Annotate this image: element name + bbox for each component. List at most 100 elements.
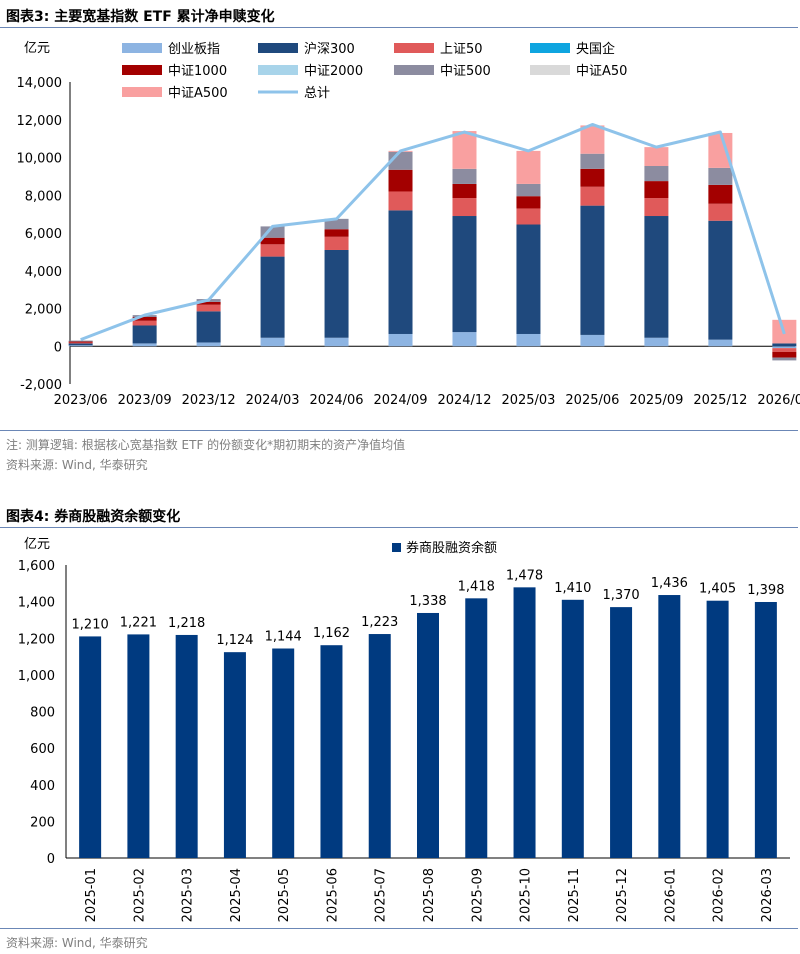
legend-label: 中证A500 [168, 86, 228, 101]
bar-segment [772, 351, 797, 358]
figure4-top-rule [0, 527, 798, 528]
y-tick-label: 4,000 [25, 265, 62, 280]
bar-segment [388, 191, 413, 211]
legend-label: 央国企 [576, 41, 615, 57]
y-tick-label: 800 [30, 706, 55, 721]
x-tick-label: 2024/06 [310, 393, 364, 408]
bar-segment [452, 216, 477, 333]
legend-swatch [392, 543, 401, 552]
y-axis-unit: 亿元 [24, 41, 50, 56]
bar-segment [708, 203, 733, 221]
bar-value-label: 1,405 [699, 582, 736, 597]
bar-segment [644, 147, 669, 166]
x-tick-label: 2023/06 [54, 393, 108, 408]
bar-segment [260, 226, 285, 238]
bar-segment [388, 169, 413, 192]
x-tick-label: 2025/12 [693, 393, 747, 408]
bar-value-label: 1,370 [602, 588, 639, 603]
bar-segment [708, 184, 733, 204]
bar-value-label: 1,144 [265, 630, 302, 645]
bar-segment [772, 357, 797, 361]
bar [706, 600, 729, 858]
bar-segment [260, 237, 285, 245]
bar-segment [388, 210, 413, 334]
bar-value-label: 1,223 [361, 615, 398, 630]
y-axis-unit: 亿元 [24, 537, 50, 552]
figure4-title: 图表4: 券商股融资余额变化 [6, 509, 181, 525]
bar-segment [388, 333, 413, 347]
bar-segment [68, 342, 93, 344]
x-tick-label: 2025-07 [374, 868, 389, 922]
bar [610, 607, 633, 858]
y-tick-label: 1,400 [18, 596, 55, 611]
bar-segment [644, 165, 669, 182]
legend-swatch [530, 43, 570, 53]
bar-segment [516, 333, 541, 347]
x-tick-label: 2025-09 [470, 868, 485, 922]
bar-segment [772, 346, 797, 349]
bar [79, 636, 102, 858]
bar [127, 634, 150, 858]
y-tick-label: 0 [47, 852, 55, 867]
bar-segment [68, 340, 93, 342]
legend-swatch [530, 65, 570, 75]
figure4-bottom-rule [0, 928, 798, 929]
bar-segment [516, 224, 541, 334]
figure3-top-rule [0, 27, 798, 28]
bar-segment [644, 181, 669, 199]
bar-segment [708, 220, 733, 340]
legend-label: 中证A50 [576, 64, 627, 79]
x-tick-label: 2025-08 [422, 868, 437, 922]
bar [223, 652, 246, 858]
y-tick-label: 10,000 [17, 152, 63, 167]
bar-segment [516, 208, 541, 225]
legend-swatch [394, 65, 434, 75]
bar-value-label: 1,398 [747, 583, 784, 598]
bar-segment [516, 150, 541, 184]
x-tick-label: 2025-10 [519, 868, 534, 922]
legend-label: 券商股融资余额 [406, 540, 497, 556]
bar-segment [324, 229, 349, 237]
legend-swatch [258, 65, 298, 75]
bar-segment [68, 341, 93, 343]
margin-balance-chart: 亿元 0 200 400 600 800 1,000 1,200 1,400 1,600 1,210… [18, 537, 790, 922]
bar-segment [196, 301, 221, 305]
x-tick-label: 2025-04 [229, 868, 244, 922]
bar-segment [452, 131, 477, 169]
bar-segment [580, 186, 605, 206]
y-tick-label: 600 [30, 742, 55, 757]
bar-value-label: 1,418 [458, 579, 495, 594]
x-tick-label: 2023/09 [118, 393, 172, 408]
bar-segment [644, 216, 669, 338]
bar-value-label: 1,436 [651, 576, 688, 591]
x-tick-label: 2025/09 [629, 393, 683, 408]
bar-segment [196, 304, 221, 312]
bar-segment [196, 342, 221, 347]
bar-segment [324, 218, 349, 230]
bar [754, 601, 777, 858]
x-tick-label: 2025-06 [325, 868, 340, 922]
bar-value-label: 1,338 [409, 594, 446, 609]
y-tick-label: 0 [54, 340, 62, 355]
x-tick-label: 2025/03 [501, 393, 555, 408]
bar-segment [196, 311, 221, 343]
y-tick-label: 400 [30, 779, 55, 794]
bar-value-label: 1,210 [72, 617, 109, 632]
bar [513, 587, 536, 858]
bar-segment [708, 339, 733, 347]
x-tick-label: 2025-12 [615, 868, 630, 922]
bar-segment [132, 316, 157, 321]
y-tick-label: 1,200 [18, 632, 55, 647]
bar-value-label: 1,221 [120, 615, 157, 630]
legend-label: 中证2000 [304, 64, 363, 79]
bar-value-label: 1,124 [216, 633, 253, 648]
y-tick-label: -2,000 [20, 378, 62, 393]
etf-flow-chart: 亿元 -2,000 0 2,000 4,000 6,000 8,000 10,000 12,00… [17, 41, 800, 408]
bar-segment [260, 256, 285, 338]
x-tick-label: 2024/09 [374, 393, 428, 408]
x-tick-label: 2026-02 [712, 868, 727, 922]
bar-segment [324, 236, 349, 250]
bar-segment [452, 183, 477, 199]
bar-segment [516, 183, 541, 197]
bar [658, 595, 681, 858]
